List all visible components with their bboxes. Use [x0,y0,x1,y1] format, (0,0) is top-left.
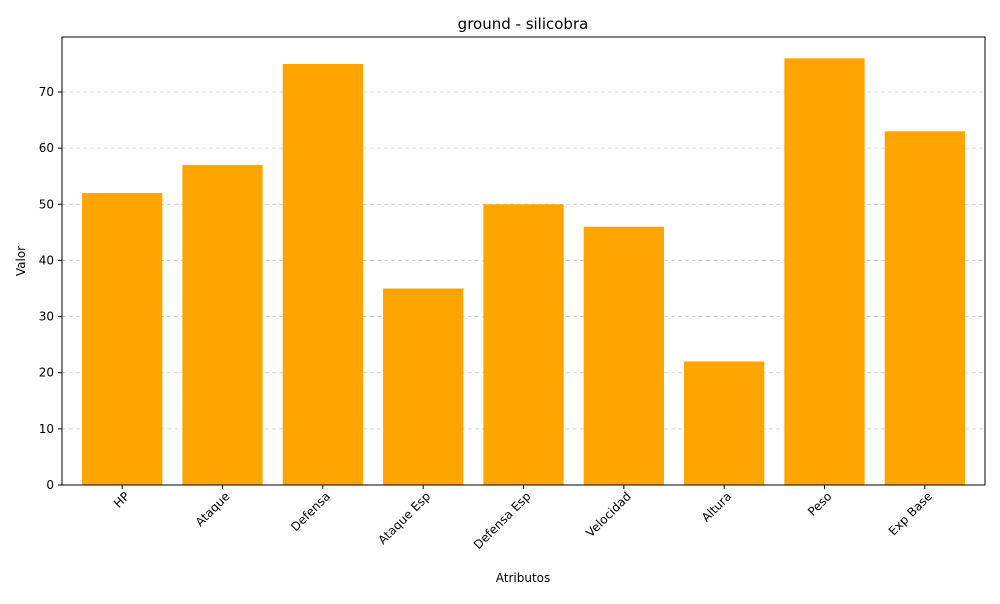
bar-defensa-esp [483,204,564,485]
chart-title: ground - silicobra [458,15,589,33]
bar-velocidad [583,226,664,485]
x-axis-label: Atributos [496,571,551,585]
bar-ataque [182,165,263,485]
x-tick-label: Defensa Esp [471,489,534,552]
bar-peso [784,58,865,485]
x-tick-label: Exp Base [886,489,935,538]
bar-ataque-esp [383,288,464,485]
y-tick-label: 60 [39,141,54,155]
y-tick-label: 50 [39,197,54,211]
x-tick-label: Velocidad [583,489,634,540]
x-tick-label: Ataque [193,489,233,529]
y-axis-label: Valor [14,246,28,276]
bar-hp [82,193,163,485]
x-axis-ticks: HP Ataque Defensa Ataque Esp Defensa Esp Velo… [111,485,935,552]
bar-defensa [282,63,363,486]
x-tick-label: Altura [699,489,734,524]
y-tick-label: 20 [39,366,54,380]
y-tick-label: 30 [39,310,54,324]
bar-altura [684,361,765,485]
bar-exp-base [884,131,965,485]
y-tick-label: 40 [39,253,54,267]
y-tick-label: 10 [39,422,54,436]
x-tick-label: HP [111,489,132,510]
x-tick-label: Defensa [288,489,333,534]
bars [82,58,965,486]
y-tick-label: 0 [46,478,54,492]
y-tick-label: 70 [39,85,54,99]
y-axis-ticks: 0 10 20 30 40 50 60 70 [39,85,62,492]
x-tick-label: Peso [805,489,835,519]
x-tick-label: Ataque Esp [375,489,433,547]
